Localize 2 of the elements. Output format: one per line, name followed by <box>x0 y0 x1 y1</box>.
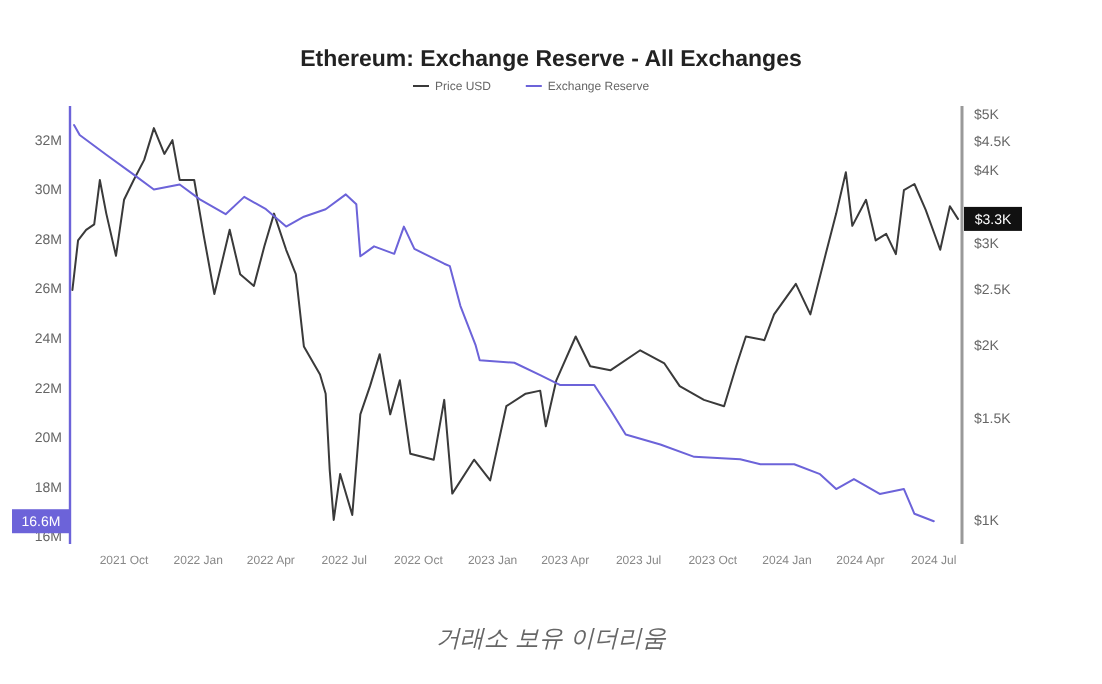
text: 거래소 보유 이더리움 <box>436 624 668 652</box>
chart-title: Ethereum: Exchange Reserve - All Exchanges <box>300 48 802 72</box>
